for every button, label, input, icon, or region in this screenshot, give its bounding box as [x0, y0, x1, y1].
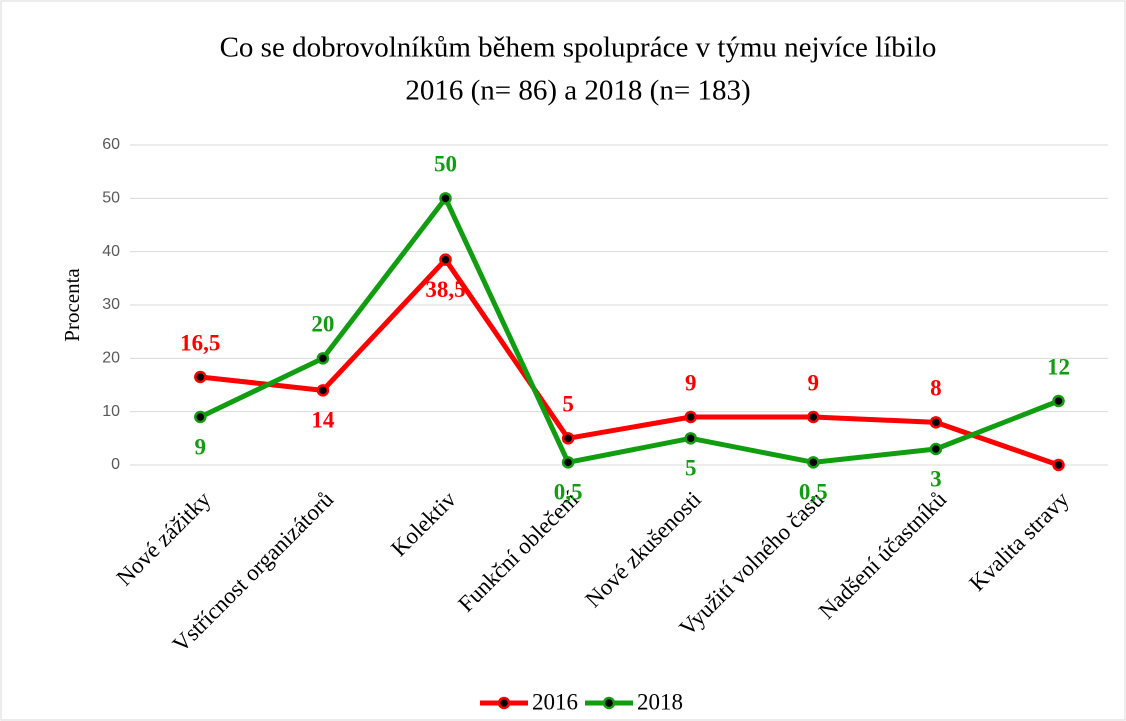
data-label: 5	[562, 392, 574, 417]
chart-subtitle: 2016 (n= 86) a 2018 (n= 183)	[405, 75, 750, 107]
point	[561, 432, 575, 445]
point	[684, 432, 697, 445]
data-label: 9	[685, 370, 697, 395]
point	[807, 410, 820, 424]
point	[1052, 458, 1065, 472]
point	[807, 456, 820, 469]
y-tick-label: 50	[102, 190, 120, 207]
y-tick-label: 40	[102, 243, 120, 260]
point	[561, 456, 575, 469]
point	[194, 410, 207, 424]
series-line	[200, 257, 1060, 468]
data-label: 0,5	[554, 480, 583, 505]
series-line	[199, 195, 1060, 465]
point	[1052, 394, 1065, 408]
point	[929, 416, 943, 429]
legend-marker	[602, 696, 616, 710]
point	[929, 442, 943, 456]
point	[439, 253, 452, 266]
data-label: 50	[434, 152, 457, 177]
y-tick-label: 10	[102, 403, 120, 420]
y-tick-label: 60	[102, 136, 120, 153]
legend-marker	[497, 696, 511, 710]
chart-title: Co se dobrovolníkům během spolupráce v t…	[220, 32, 937, 64]
data-label: 38,5	[425, 277, 465, 302]
point	[194, 370, 207, 384]
data-label: 12	[1047, 354, 1070, 379]
y-tick-label: 0	[111, 456, 120, 473]
data-label: 16,5	[180, 330, 220, 355]
data-label: 5	[685, 456, 697, 481]
data-label: 3	[930, 466, 942, 491]
data-label: 9	[195, 434, 207, 459]
point	[684, 410, 697, 424]
data-label: 14	[311, 408, 335, 433]
point	[439, 192, 452, 205]
legend-label: 2016	[532, 689, 578, 714]
data-label: 9	[808, 370, 820, 395]
data-label: 0,5	[799, 480, 828, 505]
y-axis-label: Procenta	[60, 268, 84, 342]
legend-label: 2018	[637, 689, 683, 714]
data-label: 8	[930, 376, 942, 401]
y-tick-label: 30	[102, 296, 120, 313]
point	[316, 384, 330, 397]
data-label: 20	[311, 312, 334, 337]
y-tick-label: 20	[102, 350, 120, 367]
point	[316, 352, 330, 365]
